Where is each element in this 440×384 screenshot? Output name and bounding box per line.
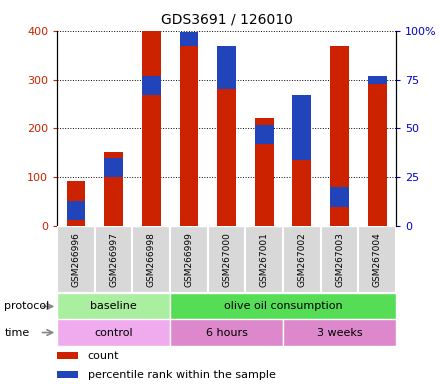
Text: GSM266996: GSM266996 xyxy=(72,232,81,287)
Bar xyxy=(293,95,312,160)
Bar xyxy=(358,226,396,293)
Bar xyxy=(57,319,170,346)
Bar xyxy=(57,352,77,359)
Text: GSM266998: GSM266998 xyxy=(147,232,156,287)
Bar xyxy=(104,152,123,226)
Text: time: time xyxy=(4,328,29,338)
Bar xyxy=(208,226,246,293)
Bar xyxy=(180,32,198,226)
Bar xyxy=(170,293,396,319)
Bar xyxy=(321,226,358,293)
Bar xyxy=(95,226,132,293)
Bar xyxy=(368,84,387,226)
Text: percentile rank within the sample: percentile rank within the sample xyxy=(88,370,275,380)
Text: GSM267001: GSM267001 xyxy=(260,232,269,287)
Bar xyxy=(217,89,236,226)
Bar xyxy=(142,76,161,95)
Bar xyxy=(368,76,387,84)
Text: count: count xyxy=(88,351,119,361)
Bar xyxy=(217,46,236,89)
Text: GSM266999: GSM266999 xyxy=(184,232,194,287)
Text: GSM267002: GSM267002 xyxy=(297,232,306,287)
Bar xyxy=(255,118,274,226)
Bar xyxy=(180,32,198,46)
Text: baseline: baseline xyxy=(90,301,137,311)
Bar xyxy=(57,226,95,293)
Text: GSM267000: GSM267000 xyxy=(222,232,231,287)
Bar xyxy=(246,226,283,293)
Text: control: control xyxy=(94,328,133,338)
Text: 6 hours: 6 hours xyxy=(205,328,248,338)
Bar xyxy=(170,226,208,293)
Bar xyxy=(66,201,85,220)
Bar xyxy=(170,319,283,346)
Title: GDS3691 / 126010: GDS3691 / 126010 xyxy=(161,13,293,27)
Bar xyxy=(66,181,85,226)
Text: GSM267004: GSM267004 xyxy=(373,232,381,287)
Text: GSM267003: GSM267003 xyxy=(335,232,344,287)
Text: GSM266997: GSM266997 xyxy=(109,232,118,287)
Bar xyxy=(57,371,77,378)
Bar xyxy=(132,226,170,293)
Bar xyxy=(57,293,170,319)
Text: 3 weeks: 3 weeks xyxy=(317,328,363,338)
Text: olive oil consumption: olive oil consumption xyxy=(224,301,342,311)
Bar xyxy=(283,319,396,346)
Bar xyxy=(330,46,349,226)
Text: protocol: protocol xyxy=(4,301,50,311)
Bar xyxy=(283,226,321,293)
Bar xyxy=(255,124,274,144)
Bar xyxy=(104,158,123,177)
Bar xyxy=(330,187,349,207)
Bar xyxy=(293,160,312,226)
Bar xyxy=(142,31,161,226)
